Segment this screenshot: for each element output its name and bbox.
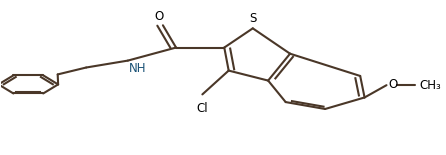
Text: Cl: Cl [197, 102, 208, 115]
Text: S: S [249, 12, 256, 25]
Text: CH₃: CH₃ [419, 79, 441, 92]
Text: NH: NH [129, 62, 147, 75]
Text: O: O [389, 78, 398, 91]
Text: O: O [155, 10, 164, 23]
